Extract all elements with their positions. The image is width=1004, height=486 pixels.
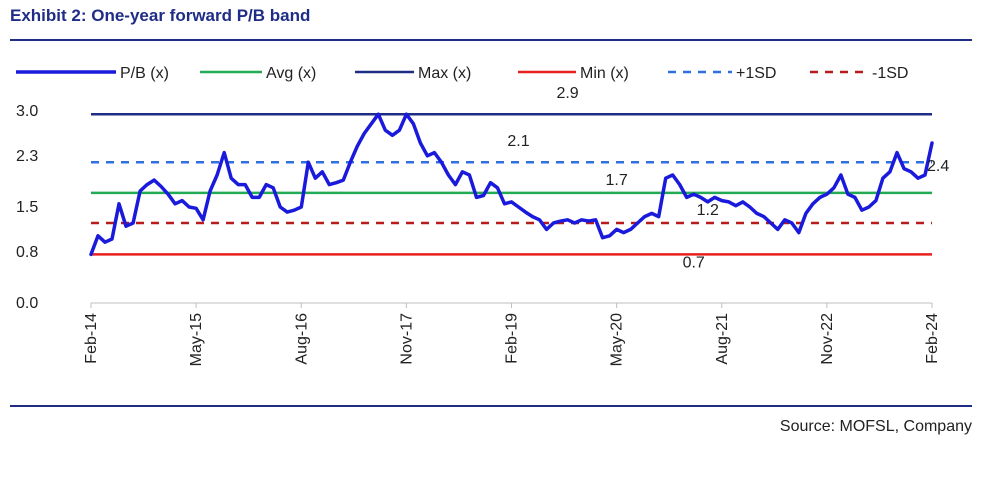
ref-label-min: 0.7 [683,254,705,271]
x-tick-label: Feb-14 [83,313,100,364]
x-tick-label: Nov-22 [819,313,836,365]
legend-label-pb: P/B (x) [120,65,169,82]
reference-lines [91,112,932,256]
pb-series [89,112,934,257]
legend-label-max: Max (x) [418,65,471,82]
bottom-rule [10,405,972,407]
legend-label-plus_sd: +1SD [736,65,776,82]
y-tick-label: 3.0 [16,103,38,120]
source-note: Source: MOFSL, Company [779,418,972,435]
top-rule [10,39,972,41]
ref-label-plus_sd: 2.1 [507,133,529,150]
y-tick-label: 2.3 [16,148,38,165]
y-tick-label: 0.8 [16,244,38,261]
chart-axes: 0.0 0.8 1.5 2.3 3.0 Feb-14 May-15 Aug-16 Nov-17 F… [16,103,941,366]
x-tick-label: Nov-17 [398,313,415,365]
x-tick-label: Aug-16 [293,313,310,365]
y-tick-label: 0.0 [16,295,38,312]
x-tick-label: May-20 [609,313,626,366]
data-labels: 2.9 2.1 1.7 1.2 0.7 2.4 [507,85,949,271]
x-tick-label: May-15 [188,313,205,366]
x-tick-label: Feb-24 [924,313,941,364]
exhibit-title: Exhibit 2: One-year forward P/B band [10,6,311,25]
legend-label-minus_sd: -1SD [872,65,908,82]
ref-label-max: 2.9 [556,85,578,102]
pb-band-chart: P/B (x) Avg (x) Max (x) Min (x) +1SD -1SD 0.0… [16,65,949,366]
chart-legend: P/B (x) Avg (x) Max (x) Min (x) +1SD -1SD [16,65,908,82]
y-tick-label: 1.5 [16,199,38,216]
pb-series-line [89,112,934,257]
legend-label-avg: Avg (x) [266,65,316,82]
x-tick-label: Aug-21 [714,313,731,365]
legend-label-min: Min (x) [580,65,629,82]
ref-label-avg: 1.7 [606,172,628,189]
ref-label-minus_sd: 1.2 [697,202,719,219]
last-value-label: 2.4 [927,158,949,175]
x-tick-label: Feb-19 [504,313,521,364]
